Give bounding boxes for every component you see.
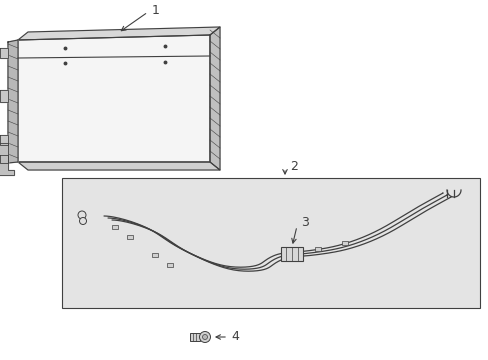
Polygon shape xyxy=(209,27,220,170)
Polygon shape xyxy=(0,155,8,163)
Bar xyxy=(314,247,320,251)
Text: 2: 2 xyxy=(289,159,297,172)
Bar xyxy=(341,241,347,245)
Polygon shape xyxy=(0,48,8,58)
Bar xyxy=(62,178,479,308)
Circle shape xyxy=(78,211,86,219)
Polygon shape xyxy=(0,143,14,175)
Polygon shape xyxy=(0,135,8,145)
Polygon shape xyxy=(18,35,209,162)
Text: 3: 3 xyxy=(301,216,308,229)
Circle shape xyxy=(202,334,207,339)
Bar xyxy=(281,247,303,261)
Bar xyxy=(190,333,200,341)
Bar xyxy=(112,225,118,229)
Circle shape xyxy=(80,217,86,225)
Polygon shape xyxy=(18,27,220,40)
Polygon shape xyxy=(0,90,8,102)
Circle shape xyxy=(199,332,210,342)
Text: 4: 4 xyxy=(230,330,238,343)
Bar xyxy=(127,235,133,239)
Bar xyxy=(167,263,173,267)
Bar xyxy=(152,253,158,257)
Polygon shape xyxy=(18,162,220,170)
Text: 1: 1 xyxy=(152,4,160,17)
Polygon shape xyxy=(8,40,18,163)
